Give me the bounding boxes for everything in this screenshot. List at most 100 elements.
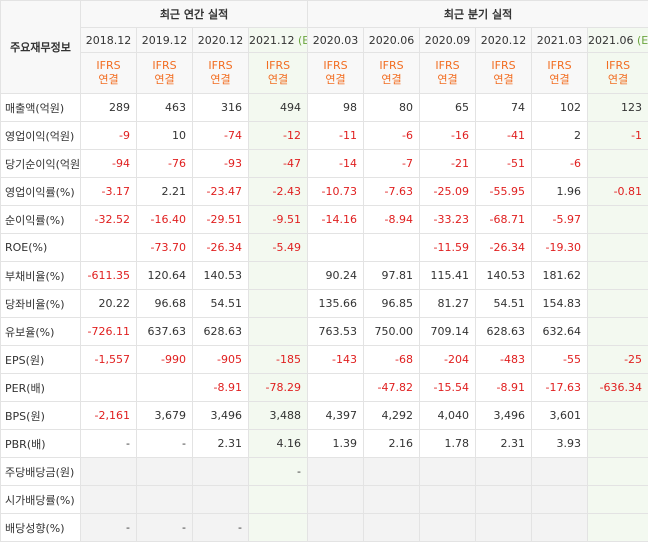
value-cell: -: [81, 430, 137, 458]
row-label: BPS(원): [1, 402, 81, 430]
value-cell: [588, 318, 648, 346]
value-cell: [588, 290, 648, 318]
value-cell: 4,292: [364, 402, 420, 430]
table-row: 순이익률(%)-32.52-16.40-29.51-9.51-14.16-8.9…: [1, 206, 648, 234]
value-cell: [420, 486, 476, 514]
value-cell: [420, 514, 476, 542]
value-cell: -76: [137, 150, 193, 178]
value-cell: -3.17: [81, 178, 137, 206]
row-label: 영업이익률(%): [1, 178, 81, 206]
row-label: EPS(원): [1, 346, 81, 374]
quarter-date: 2020.03: [308, 28, 364, 53]
quarter-date: 2020.12: [476, 28, 532, 53]
value-cell: 494: [249, 94, 308, 122]
value-cell: [137, 458, 193, 486]
value-cell: -41: [476, 122, 532, 150]
row-label: 주당배당금(원): [1, 458, 81, 486]
value-cell: [588, 458, 648, 486]
annual-section-title: 최근 연간 실적: [81, 1, 308, 28]
row-label: 배당성향(%): [1, 514, 81, 542]
value-cell: -68.71: [476, 206, 532, 234]
value-cell: -94: [81, 150, 137, 178]
value-cell: [588, 206, 648, 234]
value-cell: 54.51: [476, 290, 532, 318]
value-cell: 1.78: [420, 430, 476, 458]
value-cell: -990: [137, 346, 193, 374]
value-cell: -33.23: [420, 206, 476, 234]
estimate-mark: (E): [637, 34, 648, 47]
value-cell: [364, 458, 420, 486]
row-label: 당기순이익(억원): [1, 150, 81, 178]
value-cell: 54.51: [193, 290, 249, 318]
value-cell: -74: [193, 122, 249, 150]
value-cell: [193, 486, 249, 514]
table-row: 시가배당률(%): [1, 486, 648, 514]
value-cell: -17.63: [532, 374, 588, 402]
value-cell: [249, 290, 308, 318]
quarter-date-estimate: 2021.06 (E): [588, 28, 648, 53]
annual-date: 2018.12: [81, 28, 137, 53]
value-cell: [588, 234, 648, 262]
value-cell: -26.34: [476, 234, 532, 262]
value-cell: -12: [249, 122, 308, 150]
value-cell: 3,496: [476, 402, 532, 430]
value-cell: 763.53: [308, 318, 364, 346]
quarter-date: 2020.09: [420, 28, 476, 53]
value-cell: -32.52: [81, 206, 137, 234]
value-cell: -5.97: [532, 206, 588, 234]
value-cell: 2.31: [476, 430, 532, 458]
value-cell: [364, 234, 420, 262]
value-cell: 154.83: [532, 290, 588, 318]
value-cell: -185: [249, 346, 308, 374]
quarter-date: 2021.03: [532, 28, 588, 53]
value-cell: -9: [81, 122, 137, 150]
quarter-date: 2020.06: [364, 28, 420, 53]
value-cell: 65: [420, 94, 476, 122]
value-cell: -73.70: [137, 234, 193, 262]
value-cell: [308, 486, 364, 514]
value-cell: [81, 486, 137, 514]
value-cell: 4.16: [249, 430, 308, 458]
value-cell: -47.82: [364, 374, 420, 402]
value-cell: 3,601: [532, 402, 588, 430]
value-cell: 2: [532, 122, 588, 150]
value-cell: -2.43: [249, 178, 308, 206]
value-cell: -204: [420, 346, 476, 374]
value-cell: [532, 514, 588, 542]
value-cell: -905: [193, 346, 249, 374]
value-cell: 2.21: [137, 178, 193, 206]
value-cell: -6: [532, 150, 588, 178]
value-cell: 140.53: [193, 262, 249, 290]
value-cell: -11.59: [420, 234, 476, 262]
value-cell: -1,557: [81, 346, 137, 374]
value-cell: [308, 514, 364, 542]
value-cell: -7: [364, 150, 420, 178]
row-label: PER(배): [1, 374, 81, 402]
value-cell: -483: [476, 346, 532, 374]
value-cell: 632.64: [532, 318, 588, 346]
annual-date: 2019.12: [137, 28, 193, 53]
annual-date-estimate: 2021.12 (E): [249, 28, 308, 53]
value-cell: 96.85: [364, 290, 420, 318]
row-label: 부채비율(%): [1, 262, 81, 290]
value-cell: -14: [308, 150, 364, 178]
value-cell: 750.00: [364, 318, 420, 346]
value-cell: [137, 374, 193, 402]
value-cell: 102: [532, 94, 588, 122]
value-cell: -21: [420, 150, 476, 178]
quarter-section-title: 최근 분기 실적: [308, 1, 648, 28]
value-cell: -15.54: [420, 374, 476, 402]
value-cell: [476, 486, 532, 514]
value-cell: [588, 514, 648, 542]
value-cell: [249, 486, 308, 514]
row-label: 시가배당률(%): [1, 486, 81, 514]
